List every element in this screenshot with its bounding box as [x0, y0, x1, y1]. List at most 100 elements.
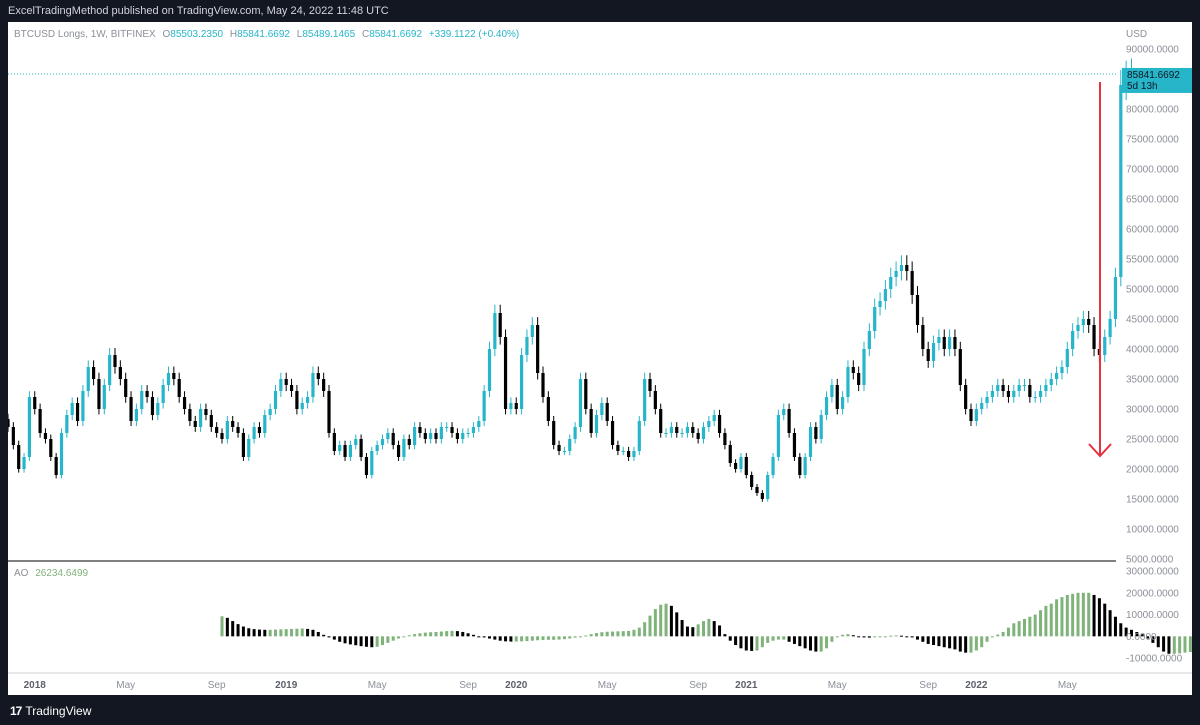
candle — [402, 434, 406, 461]
candle — [129, 391, 133, 427]
ao-bar — [311, 629, 315, 637]
ao-axis[interactable]: -10000.0000 0.0000 10000.0000 20000.0000 300… — [1126, 567, 1183, 665]
down-arrow-annotation[interactable] — [1088, 82, 1112, 458]
candle — [996, 378, 1000, 397]
ao-bar — [680, 620, 684, 637]
candle — [905, 255, 909, 281]
candle — [386, 428, 390, 444]
ao-bar — [1017, 621, 1021, 637]
candle — [220, 428, 224, 444]
ao-bar — [418, 633, 422, 637]
ao-bar — [739, 636, 743, 649]
ao-bar — [867, 636, 871, 638]
ao-bar — [1055, 599, 1059, 637]
ao-bar — [825, 636, 829, 649]
candle — [241, 428, 245, 461]
tradingview-logo[interactable]: 17 TradingView — [10, 704, 91, 718]
ao-bar — [584, 635, 588, 637]
ao-bar — [830, 636, 834, 642]
time-axis[interactable]: 2018 May Sep 2019 May Sep 2020 May Sep 2021 May Sep… — [24, 680, 1077, 691]
ao-bar — [1097, 598, 1101, 637]
ao-bar — [659, 604, 663, 637]
ao-bar — [1065, 594, 1069, 637]
ao-bar — [402, 636, 406, 638]
ao-bar — [263, 629, 267, 637]
ao-bar — [257, 629, 261, 637]
candle — [97, 372, 101, 415]
candle — [830, 378, 834, 403]
ao-bar — [589, 634, 593, 637]
candle — [931, 335, 936, 368]
ao-bar — [750, 636, 754, 651]
ao-bar — [1001, 631, 1005, 637]
candle — [680, 428, 684, 438]
candle — [70, 397, 74, 421]
price-axis[interactable]: 5000.0000 10000.0000 15000.0000 20000.0000 2… — [1126, 45, 1179, 566]
time-tick-label: May — [368, 680, 387, 691]
candle — [113, 347, 117, 374]
ao-histogram — [220, 592, 1200, 654]
ao-bar — [274, 629, 277, 637]
ao-bar — [1006, 627, 1010, 637]
candle — [648, 372, 652, 397]
ao-bar — [1156, 636, 1160, 648]
candle — [974, 403, 978, 427]
candle — [525, 329, 529, 363]
candle — [669, 422, 673, 438]
candle — [6, 413, 10, 432]
ao-bar — [696, 624, 700, 637]
ao-bar — [568, 636, 572, 639]
candle — [873, 298, 877, 339]
ao-bar — [846, 634, 850, 637]
candle — [557, 440, 561, 456]
candle — [471, 422, 476, 438]
candle — [455, 428, 459, 444]
candle — [937, 329, 941, 351]
candle — [675, 422, 679, 438]
ao-bar — [557, 636, 561, 640]
ao-bar — [423, 632, 427, 637]
candle — [140, 385, 144, 415]
candle — [279, 372, 283, 397]
ao-bar — [1087, 592, 1091, 637]
ao-bar — [247, 628, 251, 637]
ao-bar — [632, 629, 636, 637]
candle — [1076, 317, 1080, 339]
ao-tick-label: 20000.0000 — [1126, 588, 1179, 599]
ao-bar — [536, 636, 540, 641]
candle — [1108, 310, 1112, 345]
ao-bar — [439, 631, 443, 637]
ao-bar — [873, 636, 877, 638]
ao-bar — [316, 631, 320, 637]
candle — [520, 347, 524, 415]
ao-bar — [300, 628, 304, 637]
chart-canvas[interactable]: BTCUSD Longs, 1W, BITFINEX O85503.2350 H… — [6, 22, 1200, 695]
candle — [819, 409, 823, 444]
ao-bar — [295, 628, 299, 637]
ao-bar — [359, 636, 363, 647]
ao-bar — [883, 636, 887, 638]
candle — [92, 360, 96, 386]
chart-frame[interactable]: BTCUSD Longs, 1W, BITFINEX O85503.2350 H… — [6, 22, 1200, 695]
ao-bar — [980, 636, 984, 648]
candle — [327, 385, 331, 438]
candle — [75, 397, 80, 427]
ao-bar — [664, 603, 668, 637]
ao-bar — [782, 636, 786, 640]
candle — [54, 453, 58, 479]
candle — [921, 317, 925, 357]
candle — [857, 366, 861, 392]
candle — [177, 372, 181, 403]
ao-bar — [878, 636, 882, 638]
candle — [1001, 378, 1005, 397]
ao-bar — [814, 636, 818, 652]
ao-bar — [482, 636, 486, 638]
candle — [1103, 329, 1107, 363]
ao-bar — [1183, 636, 1187, 653]
ao-bar — [851, 635, 855, 637]
candle — [268, 403, 272, 421]
candle — [1071, 323, 1075, 357]
candle — [798, 453, 802, 479]
candle — [691, 422, 695, 438]
candle — [862, 341, 866, 392]
